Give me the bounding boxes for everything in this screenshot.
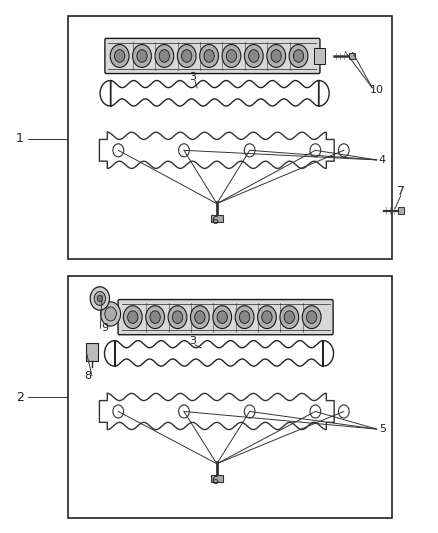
- Circle shape: [179, 144, 189, 157]
- Circle shape: [172, 311, 183, 324]
- Circle shape: [97, 295, 102, 302]
- Circle shape: [94, 292, 106, 305]
- Circle shape: [150, 311, 160, 324]
- Bar: [68, 276, 392, 518]
- Circle shape: [168, 306, 187, 328]
- Circle shape: [262, 311, 272, 324]
- Circle shape: [177, 45, 196, 67]
- Circle shape: [114, 50, 125, 62]
- Text: 6: 6: [211, 216, 218, 226]
- Circle shape: [222, 45, 241, 67]
- Circle shape: [200, 45, 219, 67]
- Circle shape: [271, 50, 281, 62]
- Circle shape: [90, 287, 110, 310]
- Bar: [314, 48, 325, 64]
- Circle shape: [310, 405, 321, 418]
- Text: 9: 9: [102, 324, 109, 333]
- Text: 3: 3: [189, 72, 196, 82]
- Bar: [349, 53, 355, 59]
- Bar: [211, 215, 223, 222]
- Text: 5: 5: [379, 424, 386, 434]
- Circle shape: [244, 45, 263, 67]
- Text: 2: 2: [16, 391, 24, 403]
- Bar: [399, 207, 404, 214]
- Circle shape: [310, 144, 321, 157]
- Circle shape: [191, 306, 209, 328]
- Circle shape: [113, 405, 124, 418]
- Text: 6: 6: [211, 476, 218, 486]
- Circle shape: [267, 45, 286, 67]
- Circle shape: [289, 45, 308, 67]
- Text: 1: 1: [16, 132, 24, 145]
- Circle shape: [226, 50, 237, 62]
- Circle shape: [179, 405, 189, 418]
- Circle shape: [244, 144, 255, 157]
- Circle shape: [244, 405, 255, 418]
- Text: 3: 3: [189, 336, 196, 346]
- Bar: [86, 343, 98, 361]
- Bar: [68, 16, 392, 259]
- Circle shape: [217, 311, 227, 324]
- Circle shape: [159, 50, 170, 62]
- Text: 8: 8: [84, 371, 91, 381]
- Circle shape: [280, 306, 299, 328]
- Circle shape: [302, 306, 321, 328]
- Circle shape: [235, 306, 254, 328]
- Circle shape: [307, 311, 317, 324]
- Circle shape: [194, 311, 205, 324]
- Circle shape: [293, 50, 304, 62]
- Circle shape: [181, 50, 192, 62]
- Circle shape: [127, 311, 138, 324]
- Circle shape: [110, 45, 129, 67]
- Circle shape: [249, 50, 259, 62]
- Circle shape: [146, 306, 165, 328]
- Text: 7: 7: [397, 185, 405, 198]
- Circle shape: [339, 144, 349, 157]
- Bar: [211, 475, 223, 482]
- Text: 10: 10: [370, 85, 384, 95]
- Circle shape: [339, 405, 349, 418]
- Circle shape: [258, 306, 276, 328]
- FancyBboxPatch shape: [105, 38, 320, 74]
- Circle shape: [105, 307, 117, 321]
- Circle shape: [137, 50, 147, 62]
- Circle shape: [124, 306, 142, 328]
- Circle shape: [213, 306, 232, 328]
- Circle shape: [113, 144, 124, 157]
- Circle shape: [101, 302, 120, 326]
- Circle shape: [133, 45, 152, 67]
- Text: 4: 4: [379, 155, 386, 165]
- Circle shape: [204, 50, 214, 62]
- Circle shape: [240, 311, 250, 324]
- FancyBboxPatch shape: [118, 300, 333, 335]
- Circle shape: [284, 311, 294, 324]
- Circle shape: [155, 45, 174, 67]
